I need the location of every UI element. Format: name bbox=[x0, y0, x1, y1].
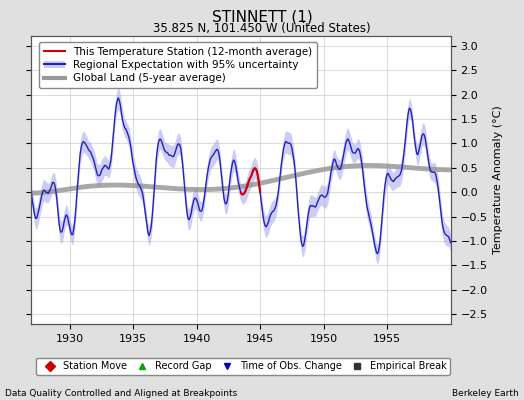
Legend: Station Move, Record Gap, Time of Obs. Change, Empirical Break: Station Move, Record Gap, Time of Obs. C… bbox=[36, 358, 450, 375]
Text: Berkeley Earth: Berkeley Earth bbox=[452, 389, 519, 398]
Text: Data Quality Controlled and Aligned at Breakpoints: Data Quality Controlled and Aligned at B… bbox=[5, 389, 237, 398]
Text: STINNETT (1): STINNETT (1) bbox=[212, 10, 312, 25]
Text: 35.825 N, 101.450 W (United States): 35.825 N, 101.450 W (United States) bbox=[153, 22, 371, 35]
Y-axis label: Temperature Anomaly (°C): Temperature Anomaly (°C) bbox=[493, 106, 503, 254]
